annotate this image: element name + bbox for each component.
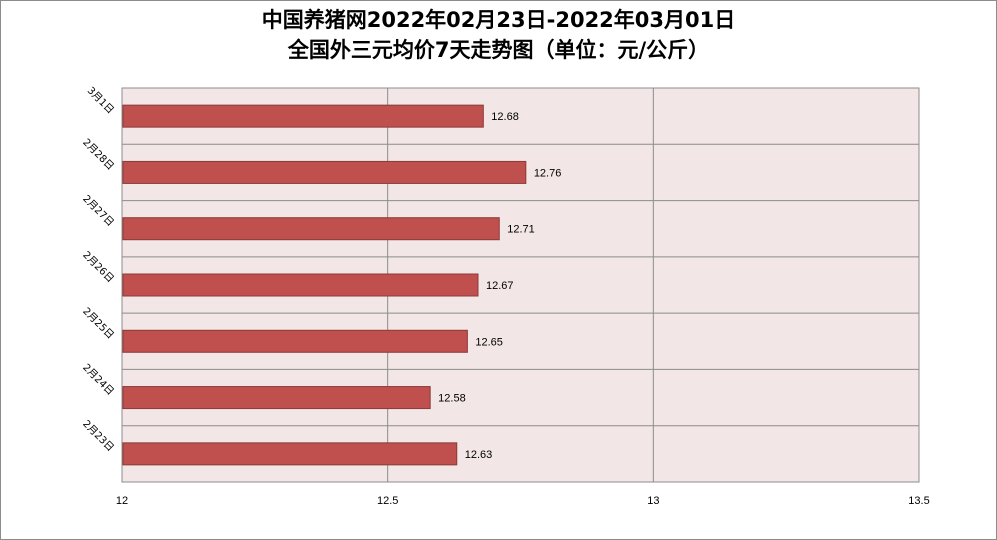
bar bbox=[122, 329, 468, 353]
data-label: 12.71 bbox=[507, 224, 535, 236]
data-label: 12.58 bbox=[438, 393, 466, 405]
x-tick-label: 12.5 bbox=[377, 495, 398, 507]
x-tick-label: 12 bbox=[116, 495, 128, 507]
data-label: 12.68 bbox=[491, 111, 519, 123]
category-label: 2月26日 bbox=[80, 249, 116, 285]
chart-title: 中国养猪网2022年02月23日-2022年03月01日 全国外三元均价7天走势… bbox=[1, 5, 996, 65]
bar bbox=[122, 386, 431, 410]
bar bbox=[122, 273, 479, 297]
bar bbox=[122, 217, 500, 241]
category-label: 2月25日 bbox=[80, 305, 116, 341]
category-label: 2月28日 bbox=[80, 136, 116, 172]
x-tick-label: 13.5 bbox=[908, 495, 929, 507]
x-tick-label: 13 bbox=[647, 495, 659, 507]
category-label: 2月27日 bbox=[80, 193, 116, 229]
data-label: 12.65 bbox=[475, 336, 503, 348]
data-label: 12.76 bbox=[534, 167, 562, 179]
chart-title-line1: 中国养猪网2022年02月23日-2022年03月01日 bbox=[261, 8, 736, 32]
bar bbox=[122, 442, 458, 466]
chart-title-line2: 全国外三元均价7天走势图（单位：元/公斤） bbox=[287, 38, 710, 62]
category-label: 2月24日 bbox=[80, 362, 116, 398]
category-label: 2月23日 bbox=[80, 418, 116, 454]
bar bbox=[122, 104, 484, 128]
data-label: 12.67 bbox=[486, 280, 514, 292]
data-label: 12.63 bbox=[465, 449, 493, 461]
bar bbox=[122, 160, 527, 184]
category-label: 3月1日 bbox=[85, 85, 117, 117]
